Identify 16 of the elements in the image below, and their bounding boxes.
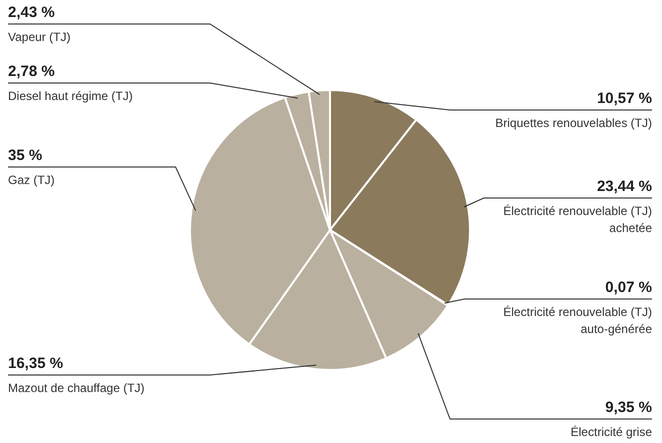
slice-label: Électricité renouvelable (TJ) auto-générée	[503, 305, 652, 336]
slice-label: Diesel haut régime (TJ)	[8, 89, 133, 103]
data-label: 10,57 %	[596, 90, 652, 107]
data-label: 16,35 %	[8, 355, 64, 372]
slice-label: Gaz (TJ)	[8, 173, 55, 187]
slice-label: Électricité grise	[570, 425, 652, 439]
data-label: 9,35 %	[605, 399, 652, 416]
data-label: 23,44 %	[596, 178, 652, 195]
data-label: 2,78 %	[8, 63, 55, 80]
slice-label: Électricité renouvelable (TJ) achetée	[503, 204, 652, 235]
slice-label: Vapeur (TJ)	[8, 30, 70, 44]
slice-label: Mazout de chauffage (TJ)	[8, 381, 145, 395]
data-label: 0,07 %	[605, 279, 652, 296]
data-label: 35 %	[8, 147, 42, 164]
data-label: 2,43 %	[8, 4, 55, 21]
slice-label: Briquettes renouvelables (TJ)	[495, 116, 652, 130]
